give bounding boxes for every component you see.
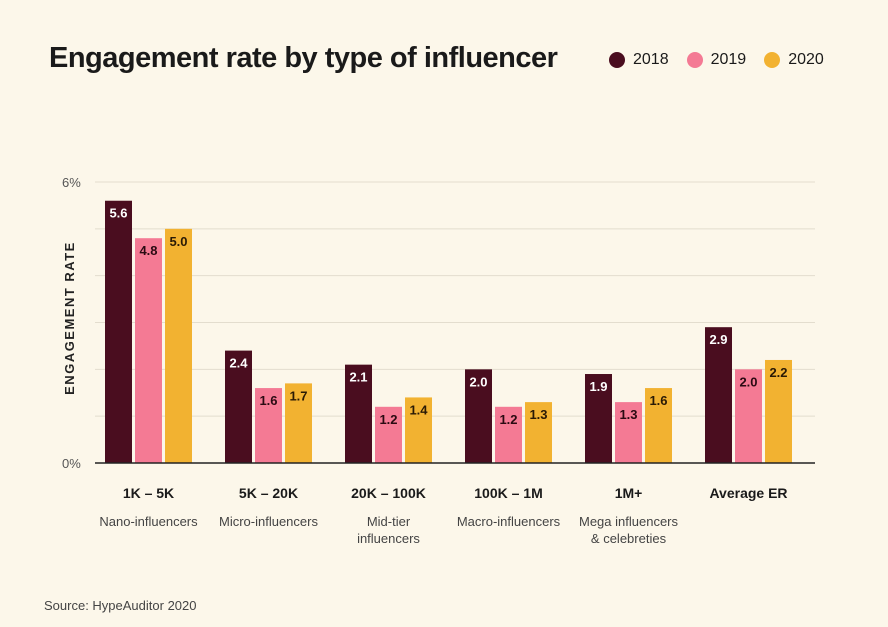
bar-value-label: 1.3 <box>529 407 547 422</box>
bar-value-label: 1.9 <box>589 379 607 394</box>
legend-label-2018: 2018 <box>633 51 669 68</box>
y-axis-label: ENGAGEMENT RATE <box>62 241 77 395</box>
bar-value-label: 1.7 <box>289 388 307 403</box>
bar-value-label: 1.6 <box>649 393 667 408</box>
source-note: Source: HypeAuditor 2020 <box>44 598 197 613</box>
bar-value-label: 2.1 <box>349 370 367 385</box>
bar-2020 <box>165 228 192 463</box>
y-tick-label: 0% <box>62 456 81 471</box>
bar-2018 <box>585 374 612 463</box>
bar-value-label: 5.6 <box>109 206 127 221</box>
category-subtitle: Macro-influencers <box>457 514 561 529</box>
legend-item-2019: 2019 <box>686 51 747 69</box>
bar-2019 <box>255 388 282 463</box>
category-label: Average ER <box>709 485 787 501</box>
category-label: 1K – 5K <box>123 485 174 501</box>
bar-value-label: 2.2 <box>769 365 787 380</box>
legend-item-2018: 2018 <box>609 51 669 69</box>
bar-2018 <box>345 364 372 463</box>
bar-2019 <box>615 402 642 463</box>
bar-value-label: 4.8 <box>139 243 157 258</box>
bar-value-label: 2.0 <box>739 374 757 389</box>
category-subtitle: Mega influencers <box>579 514 678 529</box>
bar-value-label: 1.3 <box>619 407 637 422</box>
legend-label-2020: 2020 <box>788 51 824 68</box>
category-subtitle: Nano-influencers <box>99 514 198 529</box>
bar-2020 <box>285 383 312 463</box>
chart-title: Engagement rate by type of influencer <box>49 42 558 74</box>
bar-2019 <box>735 369 762 463</box>
bar-value-label: 5.0 <box>169 234 187 249</box>
legend-label-2019: 2019 <box>710 51 747 68</box>
category-subtitle: & celebreties <box>591 531 667 546</box>
legend-swatch-2019 <box>686 52 703 68</box>
bar-2019 <box>375 406 402 463</box>
legend: 2018 2019 2020 <box>609 51 824 69</box>
bar-value-label: 1.2 <box>379 412 397 427</box>
category-label: 5K – 20K <box>239 485 298 501</box>
bar-value-label: 2.9 <box>709 332 727 347</box>
bar-value-label: 2.4 <box>229 356 248 371</box>
bar-2018 <box>105 200 132 463</box>
bar-value-label: 1.2 <box>499 412 517 427</box>
bar-2019 <box>495 406 522 463</box>
category-label: 1M+ <box>615 485 643 501</box>
bar-value-label: 2.0 <box>469 374 487 389</box>
category-label: 20K – 100K <box>351 485 426 501</box>
legend-swatch-2018 <box>609 52 625 68</box>
bar-2020 <box>765 359 792 463</box>
bar-value-label: 1.4 <box>409 402 428 417</box>
bar-2018 <box>705 327 732 463</box>
legend-item-2020: 2020 <box>764 51 824 69</box>
bar-2020 <box>405 397 432 463</box>
bar-2018 <box>465 369 492 463</box>
bar-2019 <box>135 238 162 463</box>
category-subtitle: Micro-influencers <box>219 514 318 529</box>
y-tick-label: 6% <box>62 175 81 190</box>
bar-2020 <box>525 402 552 463</box>
bar-2018 <box>225 350 252 463</box>
category-subtitle: Mid-tier <box>367 514 411 529</box>
bar-2020 <box>645 388 672 463</box>
bar-value-label: 1.6 <box>259 393 277 408</box>
legend-swatch-2020 <box>764 52 781 68</box>
category-subtitle: influencers <box>357 531 420 546</box>
category-label: 100K – 1M <box>474 485 542 501</box>
